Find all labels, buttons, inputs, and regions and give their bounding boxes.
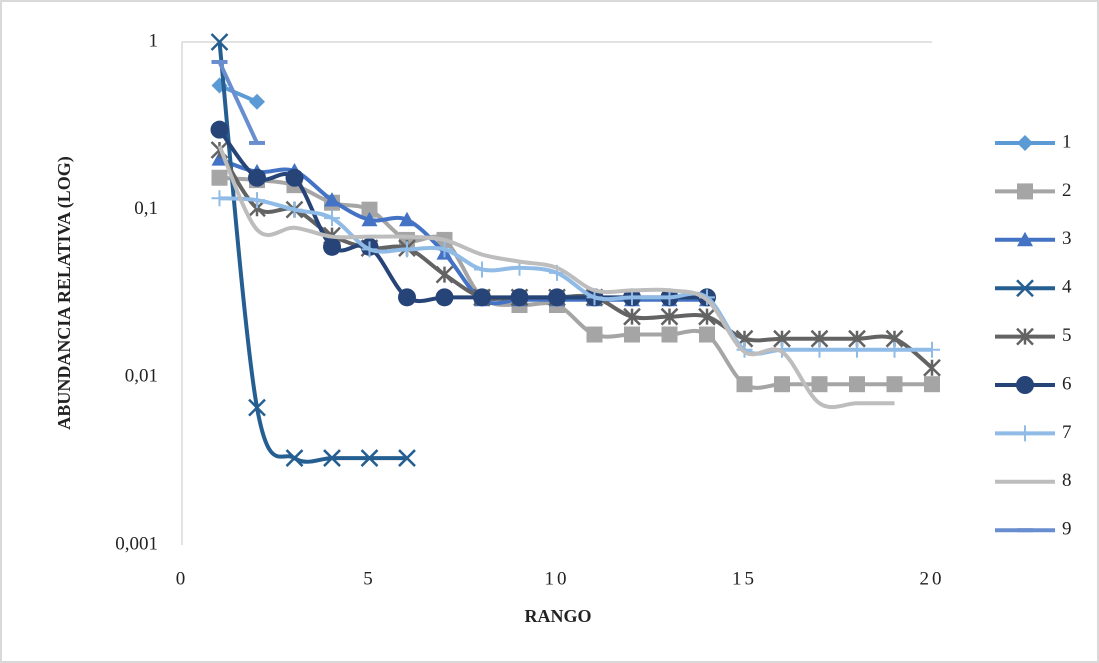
x-tick-label: 10 bbox=[545, 568, 570, 589]
marker bbox=[211, 190, 228, 207]
series bbox=[217, 145, 895, 410]
legend-item: 7 bbox=[995, 422, 1072, 443]
legend-label: 1 bbox=[1062, 131, 1072, 152]
marker bbox=[473, 288, 491, 307]
marker bbox=[398, 288, 416, 307]
marker bbox=[510, 288, 529, 307]
legend-label: 7 bbox=[1062, 422, 1072, 443]
y-tick-label: 0,001 bbox=[115, 533, 158, 554]
x-tick-label: 15 bbox=[732, 568, 757, 589]
marker bbox=[886, 376, 903, 393]
legend-label: 2 bbox=[1062, 180, 1072, 201]
marker bbox=[474, 261, 490, 278]
marker bbox=[211, 169, 228, 186]
marker bbox=[586, 326, 603, 343]
marker bbox=[249, 93, 265, 110]
legend-label: 8 bbox=[1062, 470, 1072, 491]
y-tick-label: 1 bbox=[149, 30, 159, 51]
legend-marker bbox=[1016, 279, 1034, 298]
marker bbox=[360, 449, 379, 467]
marker bbox=[774, 376, 790, 393]
legend-label: 9 bbox=[1062, 519, 1072, 540]
series-line bbox=[217, 61, 259, 144]
legend-label: 4 bbox=[1062, 277, 1072, 298]
x-tick-label: 5 bbox=[363, 568, 376, 589]
legend-marker bbox=[1017, 183, 1033, 200]
marker bbox=[248, 168, 266, 187]
marker bbox=[699, 326, 715, 343]
marker bbox=[548, 288, 566, 307]
x-axis-title: RANGO bbox=[525, 606, 592, 626]
marker bbox=[811, 341, 828, 358]
legend-label: 3 bbox=[1062, 228, 1072, 249]
y-tick-label: 0,1 bbox=[134, 198, 158, 219]
marker bbox=[210, 120, 229, 139]
legend-item: 9 bbox=[995, 519, 1072, 540]
marker bbox=[624, 326, 640, 343]
series-line bbox=[217, 145, 895, 410]
marker bbox=[248, 398, 266, 417]
legend-marker bbox=[1016, 376, 1034, 394]
marker bbox=[849, 376, 865, 393]
legend-item: 8 bbox=[995, 470, 1072, 491]
marker bbox=[398, 449, 416, 467]
marker bbox=[249, 192, 265, 209]
marker bbox=[736, 376, 753, 393]
marker bbox=[924, 341, 940, 358]
marker bbox=[285, 168, 304, 187]
marker bbox=[361, 241, 378, 258]
x-tick-label: 0 bbox=[176, 568, 189, 589]
y-tick-label: 0,01 bbox=[125, 366, 158, 387]
marker bbox=[399, 241, 415, 258]
marker bbox=[324, 192, 340, 207]
legend-item: 3 bbox=[995, 228, 1072, 249]
legend-item: 5 bbox=[995, 325, 1072, 346]
marker bbox=[285, 449, 304, 467]
legend-item: 2 bbox=[995, 180, 1072, 201]
marker bbox=[361, 211, 378, 227]
marker bbox=[361, 201, 378, 218]
marker bbox=[698, 307, 716, 326]
marker bbox=[286, 201, 303, 218]
marker bbox=[323, 237, 341, 256]
legend-item: 4 bbox=[995, 277, 1072, 298]
y-axis-title: ABUNDANCIA RELATIVA (LOG) bbox=[54, 156, 75, 429]
marker bbox=[660, 307, 679, 326]
marker bbox=[849, 341, 865, 358]
marker bbox=[924, 376, 940, 393]
marker bbox=[324, 210, 340, 227]
series bbox=[211, 59, 265, 145]
marker bbox=[811, 376, 828, 393]
legend-marker bbox=[1016, 327, 1034, 346]
marker bbox=[435, 288, 454, 307]
marker bbox=[399, 211, 415, 227]
legend-label: 5 bbox=[1062, 325, 1072, 346]
marker bbox=[886, 341, 903, 358]
series bbox=[210, 33, 416, 467]
legend-marker bbox=[1017, 135, 1033, 151]
legend-item: 6 bbox=[995, 373, 1072, 394]
marker bbox=[211, 151, 228, 166]
series bbox=[211, 190, 940, 358]
marker bbox=[923, 358, 941, 377]
legend-marker bbox=[1017, 425, 1033, 442]
legend-label: 6 bbox=[1062, 373, 1072, 394]
series bbox=[210, 120, 716, 307]
legend-marker bbox=[1017, 231, 1033, 247]
marker bbox=[436, 241, 453, 258]
marker bbox=[623, 307, 641, 326]
marker bbox=[210, 33, 229, 51]
marker bbox=[661, 326, 678, 343]
marker bbox=[435, 265, 454, 284]
legend-item: 1 bbox=[995, 131, 1072, 152]
marker bbox=[323, 449, 341, 467]
x-tick-label: 20 bbox=[920, 568, 945, 589]
